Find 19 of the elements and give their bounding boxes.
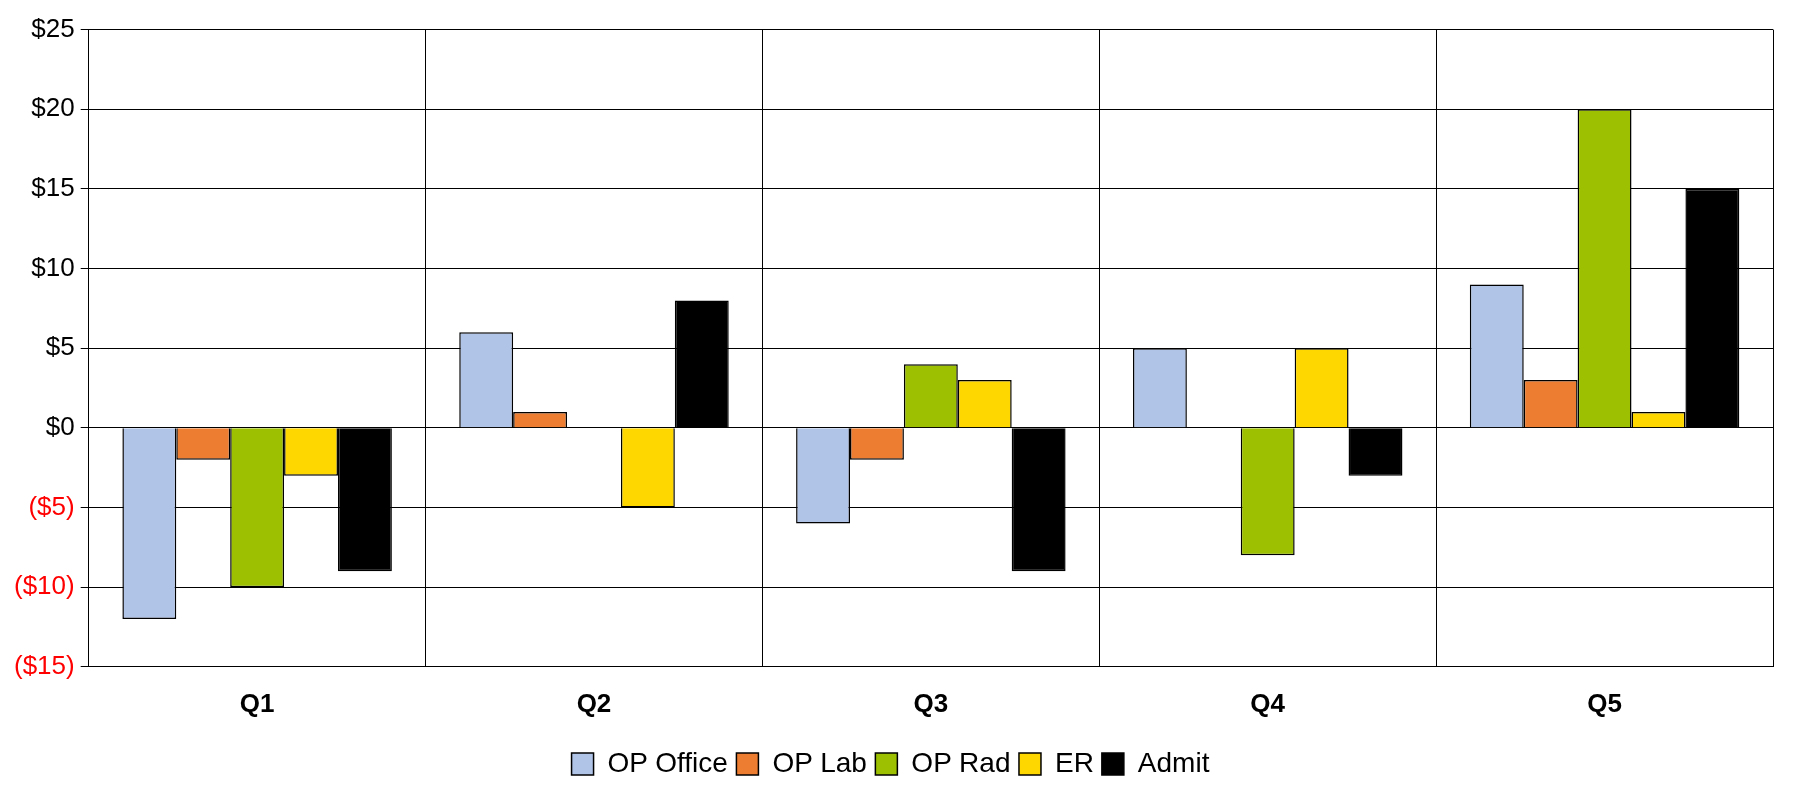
x-tick-label: Q5 [1587,687,1622,718]
y-tick-label: $10 [31,251,75,282]
y-tick-label: $15 [31,172,75,203]
y-tick-label: ($15) [13,649,75,680]
legend-label: OP Lab [772,746,867,778]
y-tick-label: $0 [45,411,75,442]
legend-label: OP Rad [911,746,1011,778]
y-tick-label: $25 [31,12,75,43]
x-tick-label: Q2 [576,687,612,718]
y-tick-label: $20 [31,92,75,123]
y-tick-label: $5 [45,331,75,362]
x-tick-label: Q3 [913,687,949,718]
legend-label: OP Office [607,746,728,778]
x-tick-label: Q1 [239,687,275,718]
x-tick-label: Q4 [1250,687,1286,718]
y-tick-label: ($5) [28,490,75,521]
legend-label: Admit [1137,746,1210,778]
y-tick-label: ($10) [13,570,75,601]
legend-label: ER [1054,746,1094,778]
